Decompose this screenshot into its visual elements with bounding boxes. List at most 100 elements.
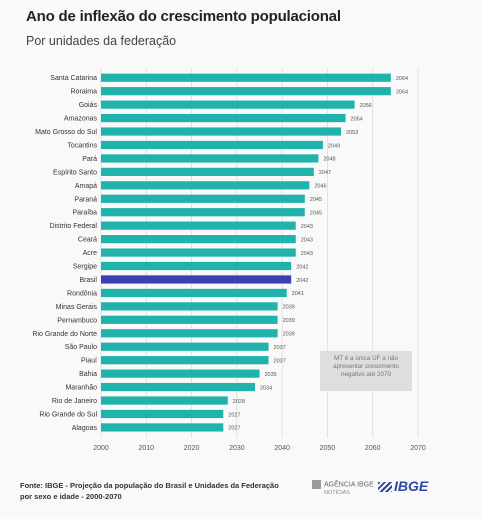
chart-title: Ano de inflexão do crescimento populacio…: [26, 8, 341, 25]
agencia-logo-icon: [312, 480, 321, 489]
category-label: Rondônia: [67, 290, 97, 297]
bar-highlight: [101, 275, 292, 284]
bar: [101, 342, 269, 351]
category-label: Rio de Janeiro: [52, 398, 97, 405]
bar: [101, 329, 278, 338]
category-label: Maranhão: [65, 385, 97, 392]
category-label: Sergipe: [73, 264, 97, 271]
value-label: 2042: [296, 264, 308, 270]
value-label: 2054: [351, 116, 363, 122]
value-label: 2039: [283, 305, 295, 311]
value-label: 2045: [310, 211, 322, 217]
annotation-box: [320, 351, 412, 391]
x-tick-label: 2000: [93, 445, 109, 452]
value-label: 2043: [301, 251, 313, 257]
ibge-logo: IBGE: [378, 478, 428, 494]
value-label: 2027: [228, 426, 240, 432]
value-label: 2039: [283, 318, 295, 324]
category-label: Alagoas: [72, 425, 98, 432]
category-label: Espírito Santo: [53, 169, 97, 176]
source-line-1: Fonte: IBGE - Projeção da população do B…: [20, 481, 279, 490]
bar: [101, 396, 228, 405]
category-label: Paraíba: [72, 210, 97, 217]
value-label: 2041: [292, 291, 304, 297]
bar-chart: 2000 2010 2020 2030 2040 2050 2060 2070 Santa Ca…: [32, 68, 426, 452]
chart-subtitle: Por unidades da federação: [26, 34, 177, 48]
agencia-logo-subtext: NOTÍCIAS: [324, 490, 350, 497]
category-label: Santa Catarina: [50, 75, 97, 82]
value-label: 2056: [360, 103, 372, 109]
bar: [101, 100, 355, 109]
value-label: 2046: [314, 184, 326, 190]
value-label: 2043: [301, 224, 313, 230]
ibge-logo-icon: [378, 482, 392, 492]
value-label: 2064: [396, 76, 408, 82]
bar: [101, 87, 391, 96]
value-label: 2049: [328, 143, 340, 149]
annotation-text: MT é a única UF a não apresentar crescime…: [333, 355, 399, 378]
x-tick-label: 2010: [138, 445, 154, 452]
bar: [101, 288, 287, 298]
category-label: Ceará: [78, 237, 97, 244]
value-label: 2047: [319, 170, 331, 176]
bar: [101, 261, 292, 271]
value-label: 2027: [228, 412, 240, 418]
value-label: 2045: [310, 197, 322, 203]
bar: [101, 140, 323, 150]
category-label: Paraná: [74, 196, 97, 203]
value-label: 2053: [346, 130, 358, 136]
x-tick-label: 2070: [410, 445, 426, 452]
category-label: Mato Grosso do Sul: [35, 129, 97, 136]
x-tick-label: 2030: [229, 445, 245, 452]
category-label: Bahia: [79, 371, 97, 378]
bar: [101, 113, 346, 123]
x-tick-label: 2020: [184, 445, 200, 452]
category-label: Roraima: [71, 89, 98, 96]
bar: [101, 154, 319, 163]
bar: [101, 181, 310, 190]
category-label: Pará: [82, 156, 97, 163]
value-label: 2064: [396, 89, 408, 95]
category-label: Minas Gerais: [56, 304, 98, 311]
value-label: 2039: [283, 332, 295, 338]
bar: [101, 302, 278, 311]
category-label: Amazonas: [64, 116, 98, 123]
category-label: Rio Grande do Norte: [32, 331, 97, 338]
value-label: 2043: [301, 237, 313, 243]
bar: [101, 369, 260, 378]
bar: [101, 356, 269, 365]
value-label: 2037: [274, 345, 286, 351]
category-label: Goiás: [79, 102, 98, 109]
category-label: Tocantins: [67, 142, 97, 149]
value-label: 2048: [323, 157, 335, 163]
value-label: 2037: [274, 358, 286, 364]
bar: [101, 194, 305, 203]
agencia-ibge-logo: AGÊNCIA IBGE NOTÍCIAS: [312, 480, 374, 497]
bar: [101, 248, 296, 257]
x-tick-label: 2040: [274, 445, 290, 452]
bar: [101, 409, 224, 419]
value-label: 2042: [296, 278, 308, 284]
category-label: Distrito Federal: [50, 223, 98, 230]
category-label: Amapá: [75, 183, 97, 190]
x-tick-label: 2050: [320, 445, 336, 452]
category-label: Pernambuco: [57, 317, 97, 324]
category-label: Acre: [83, 250, 98, 257]
agencia-logo-text: AGÊNCIA IBGE: [324, 481, 374, 489]
category-label: Brasil: [79, 277, 97, 284]
bar: [101, 167, 314, 176]
bar: [101, 221, 296, 230]
value-label: 2034: [260, 385, 272, 391]
source-note: Fonte: IBGE - Projeção da população do B…: [20, 480, 279, 502]
bar: [101, 382, 255, 392]
bar: [101, 235, 296, 244]
bar: [101, 127, 342, 136]
value-label: 2028: [233, 399, 245, 405]
category-label: São Paulo: [65, 344, 97, 351]
source-line-2: por sexo e idade - 2000-2070: [20, 492, 122, 501]
bar: [101, 208, 305, 217]
x-tick-label: 2060: [365, 445, 381, 452]
bar: [101, 73, 391, 82]
ibge-logo-text: IBGE: [394, 478, 429, 494]
